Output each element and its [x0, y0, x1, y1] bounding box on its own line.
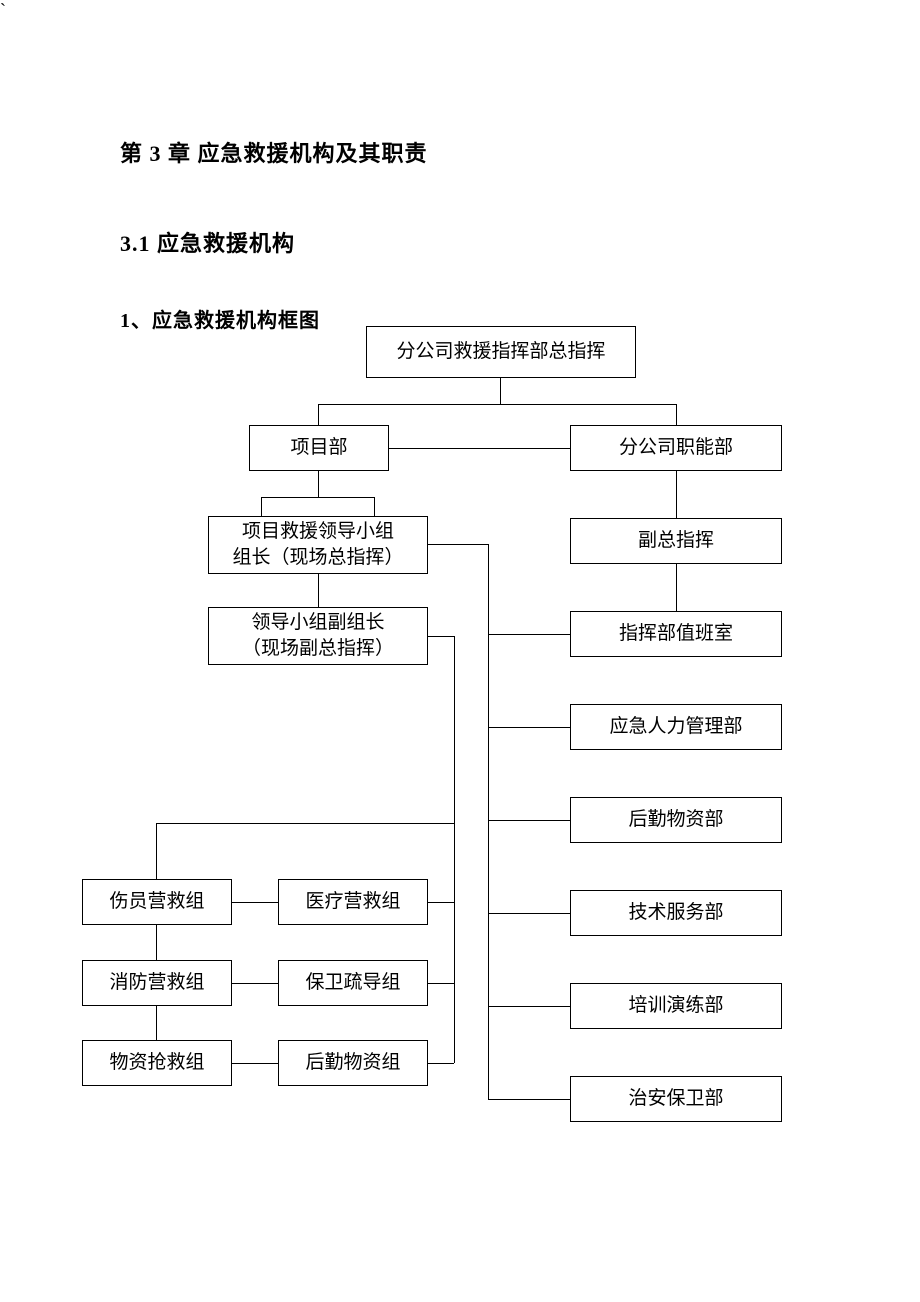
org-node-duty_room: 指挥部值班室 — [570, 611, 782, 657]
org-node-vice_leader: 领导小组副组长（现场副总指挥） — [208, 607, 428, 665]
connector-line — [261, 497, 262, 516]
connector-line — [318, 574, 319, 607]
connector-line — [428, 902, 454, 903]
org-node-sec_dept: 治安保卫部 — [570, 1076, 782, 1122]
chapter-title: 第 3 章 应急救援机构及其职责 — [120, 136, 428, 168]
connector-line — [454, 636, 455, 1063]
org-node-casualty: 伤员营救组 — [82, 879, 232, 925]
connector-line — [428, 1063, 454, 1064]
connector-line — [500, 378, 501, 404]
subsection-title: 1、应急救援机构框图 — [120, 304, 320, 333]
connector-line — [156, 823, 454, 824]
org-node-proj_leader: 项目救援领导小组组长（现场总指挥） — [208, 516, 428, 574]
org-node-logistics_g: 后勤物资组 — [278, 1040, 428, 1086]
connector-line — [389, 448, 570, 449]
connector-line — [156, 823, 157, 1063]
org-node-material: 物资抢救组 — [82, 1040, 232, 1086]
org-node-tech_dept: 技术服务部 — [570, 890, 782, 936]
connector-line — [488, 820, 570, 821]
page: 第 3 章 应急救援机构及其职责 3.1 应急救援机构 1、应急救援机构框图 `… — [0, 0, 920, 1302]
connector-line — [318, 471, 319, 497]
connector-line — [488, 727, 570, 728]
connector-line — [428, 544, 488, 545]
connector-line — [428, 983, 454, 984]
section-title: 3.1 应急救援机构 — [120, 226, 295, 258]
org-node-train_dept: 培训演练部 — [570, 983, 782, 1029]
connector-line — [676, 404, 677, 425]
connector-line — [676, 564, 677, 611]
org-node-security: 保卫疏导组 — [278, 960, 428, 1006]
connector-line — [488, 544, 489, 1099]
org-node-root: 分公司救援指挥部总指挥 — [366, 326, 636, 378]
org-node-medical: 医疗营救组 — [278, 879, 428, 925]
org-node-proj_dept: 项目部 — [249, 425, 389, 471]
org-node-hr_dept: 应急人力管理部 — [570, 704, 782, 750]
connector-line — [428, 636, 454, 637]
connector-line — [318, 404, 677, 405]
connector-line — [374, 497, 375, 516]
org-node-func_dept: 分公司职能部 — [570, 425, 782, 471]
connector-line — [488, 1099, 570, 1100]
org-node-fire: 消防营救组 — [82, 960, 232, 1006]
connector-line — [261, 497, 375, 498]
org-node-vice_cmd: 副总指挥 — [570, 518, 782, 564]
connector-line — [676, 471, 677, 518]
org-node-logistics_d: 后勤物资部 — [570, 797, 782, 843]
connector-line — [488, 1006, 570, 1007]
connector-line — [488, 913, 570, 914]
stray-backtick: ` — [0, 0, 920, 21]
connector-line — [488, 634, 570, 635]
connector-line — [318, 404, 319, 425]
